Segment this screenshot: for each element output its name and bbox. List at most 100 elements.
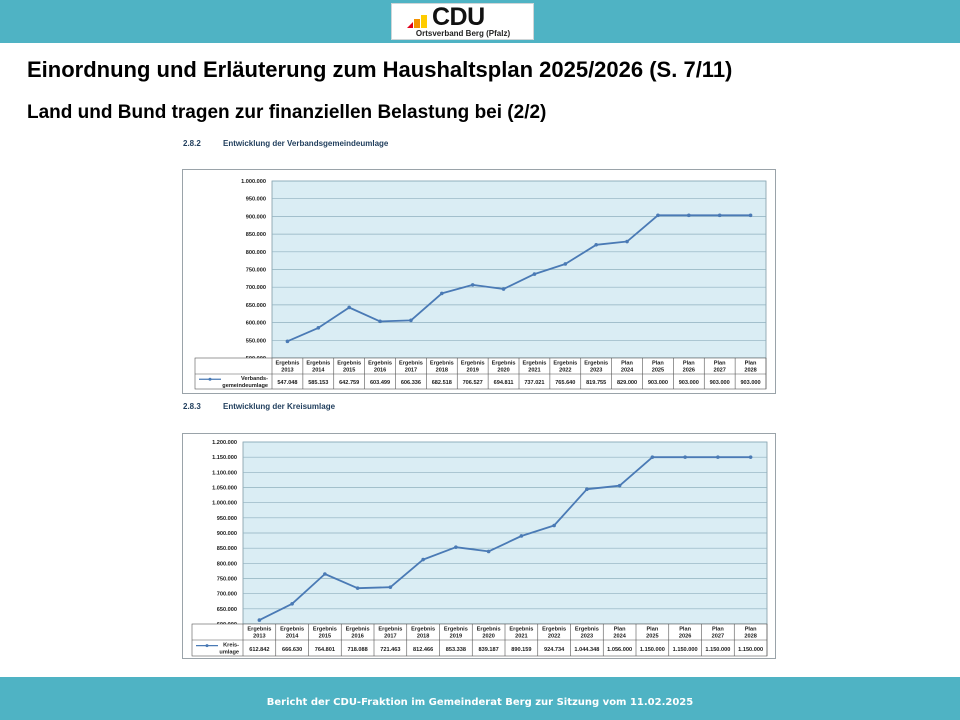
x-tick-label: 2023 xyxy=(590,368,602,374)
data-point xyxy=(650,455,655,459)
y-tick-label: 1.100.000 xyxy=(212,470,237,476)
x-tick-label: 2014 xyxy=(312,368,325,374)
x-tick-label: 2014 xyxy=(286,634,299,640)
y-tick-label: 700.000 xyxy=(246,285,266,291)
y-tick-label: 900.000 xyxy=(217,531,237,537)
x-tick-label: Ergebnis xyxy=(492,361,516,367)
data-label: 812.466 xyxy=(413,647,433,653)
x-tick-label: 2024 xyxy=(621,368,634,374)
x-tick-label: Plan xyxy=(652,361,664,367)
data-point xyxy=(552,523,556,528)
data-label: 924.734 xyxy=(544,647,565,653)
data-point xyxy=(532,272,537,276)
data-point xyxy=(440,291,444,296)
y-tick-label: 800.000 xyxy=(246,250,266,256)
y-tick-label: 850.000 xyxy=(246,232,266,238)
data-label: 1.056.000 xyxy=(607,647,632,653)
data-label: 612.842 xyxy=(249,647,269,653)
data-point xyxy=(585,487,589,492)
data-label: 829.000 xyxy=(617,380,637,386)
x-tick-label: 2020 xyxy=(482,634,494,640)
y-tick-label: 1.200.000 xyxy=(212,440,237,446)
data-label: 764.801 xyxy=(315,647,335,653)
data-point xyxy=(409,318,413,323)
x-tick-label: Ergebnis xyxy=(553,361,577,367)
data-label: 585.153 xyxy=(308,380,328,386)
data-label: 721.463 xyxy=(380,647,400,653)
page-subtitle: Land und Bund tragen zur finanziellen Be… xyxy=(27,102,547,123)
data-point xyxy=(470,283,475,287)
data-point xyxy=(748,213,753,218)
chart1-title: Entwicklung der Verbandsgemeindeumlage xyxy=(223,139,389,148)
x-tick-label: Ergebnis xyxy=(477,627,501,633)
data-label: 642.759 xyxy=(339,380,359,386)
data-point xyxy=(501,287,506,291)
data-point xyxy=(486,549,491,554)
data-label: 765.640 xyxy=(555,380,575,386)
x-tick-label: 2013 xyxy=(253,634,265,640)
data-label: 706.527 xyxy=(463,380,483,386)
data-point xyxy=(617,483,622,488)
x-tick-label: 2028 xyxy=(744,368,756,374)
data-label: 903.000 xyxy=(710,380,730,386)
data-point xyxy=(625,239,629,244)
data-point xyxy=(717,213,722,218)
data-label: 606.336 xyxy=(401,380,421,386)
data-label: 1.150.000 xyxy=(705,647,730,653)
y-tick-label: 1.050.000 xyxy=(212,486,237,492)
chart-svg: 600.000650.000700.000750.000800.000850.0… xyxy=(191,440,768,657)
page-title: Einordnung und Erläuterung zum Haushalts… xyxy=(27,57,733,82)
y-tick-label: 800.000 xyxy=(217,561,237,567)
data-label: 819.755 xyxy=(586,380,606,386)
y-tick-label: 900.000 xyxy=(246,214,266,220)
data-label: 890.159 xyxy=(511,647,531,653)
data-label: 737.021 xyxy=(524,380,544,386)
data-point xyxy=(656,213,660,218)
data-point xyxy=(347,305,351,310)
x-tick-label: Ergebnis xyxy=(275,361,299,367)
chart-svg: 500.000550.000600.000650.000700.000750.0… xyxy=(194,179,767,390)
y-tick-label: 550.000 xyxy=(246,338,266,344)
y-tick-label: 600.000 xyxy=(246,321,266,327)
x-tick-label: 2015 xyxy=(319,634,331,640)
data-point xyxy=(594,243,598,247)
data-label: 839.187 xyxy=(479,647,499,653)
data-label: 903.000 xyxy=(648,380,668,386)
x-tick-label: Plan xyxy=(679,627,691,633)
x-tick-label: Ergebnis xyxy=(368,361,392,367)
x-tick-label: 2016 xyxy=(374,368,386,374)
data-label: 853.338 xyxy=(446,647,466,653)
legend-label: umlage xyxy=(219,650,239,656)
x-tick-label: Plan xyxy=(621,361,633,367)
data-point xyxy=(290,601,294,606)
legend-label: Kreis- xyxy=(223,642,239,648)
chart-kreisumlage: 600.000650.000700.000750.000800.000850.0… xyxy=(182,433,776,659)
x-tick-label: 2022 xyxy=(559,368,571,374)
data-label: 1.150.000 xyxy=(640,647,665,653)
x-tick-label: Ergebnis xyxy=(584,361,608,367)
data-label: 1.044.348 xyxy=(574,647,599,653)
x-tick-label: 2021 xyxy=(528,368,540,374)
y-tick-label: 850.000 xyxy=(217,546,237,552)
data-point xyxy=(421,557,425,562)
x-tick-label: 2018 xyxy=(436,368,448,374)
x-tick-label: 2020 xyxy=(497,368,509,374)
x-tick-label: 2018 xyxy=(417,634,429,640)
chart2-title: Entwicklung der Kreisumlage xyxy=(223,402,336,411)
x-tick-label: 2019 xyxy=(450,634,462,640)
y-tick-label: 750.000 xyxy=(246,268,266,274)
x-tick-label: Ergebnis xyxy=(346,627,370,633)
data-point xyxy=(378,319,382,324)
series-line xyxy=(287,214,751,343)
x-tick-label: Plan xyxy=(614,627,626,633)
x-tick-label: 2026 xyxy=(679,634,691,640)
x-tick-label: Ergebnis xyxy=(430,361,454,367)
data-label: 903.000 xyxy=(740,380,760,386)
x-tick-label: 2017 xyxy=(384,634,396,640)
data-point xyxy=(563,262,568,266)
data-point xyxy=(285,339,290,344)
y-tick-label: 700.000 xyxy=(217,592,237,598)
data-label: 1.150.000 xyxy=(673,647,698,653)
chart1-caption: 2.8.2 Entwicklung der Verbandsgemeindeuml… xyxy=(183,139,388,148)
x-tick-label: Ergebnis xyxy=(313,627,337,633)
